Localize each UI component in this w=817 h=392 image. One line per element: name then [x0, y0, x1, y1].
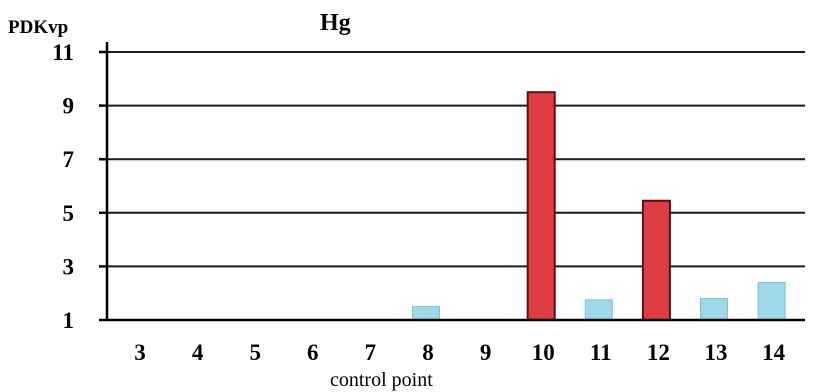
x-tick-label: 8: [422, 340, 434, 365]
y-tick-label: 3: [63, 254, 75, 279]
x-axis-label: control point: [330, 369, 433, 391]
y-tick-label: 1: [63, 308, 75, 333]
bar-8: [412, 306, 440, 321]
y-axis-label: PDKvp: [8, 17, 68, 38]
bars: [412, 91, 786, 322]
x-tick-label: 12: [647, 340, 670, 365]
y-tick-label: 7: [63, 147, 75, 172]
x-tick-label: 13: [705, 340, 728, 365]
bar-14: [757, 281, 786, 321]
x-tick-label: 7: [365, 340, 377, 365]
x-tick-label: 11: [590, 340, 612, 365]
x-tick-label: 6: [307, 340, 319, 365]
y-tick-label: 9: [63, 94, 75, 119]
x-tick-label: 14: [762, 340, 786, 365]
x-tick-label: 4: [192, 340, 204, 365]
bar-13: [700, 298, 728, 321]
y-tick-label: 11: [52, 40, 74, 65]
x-tick-label: 9: [480, 340, 492, 365]
bar-12: [641, 199, 671, 322]
gridlines: [107, 51, 805, 268]
y-tick-label: 5: [63, 201, 75, 226]
x-tick-label: 10: [532, 340, 555, 365]
bar-10: [526, 91, 556, 321]
x-tick-label: 5: [249, 340, 261, 365]
chart-title: Hg: [320, 10, 351, 36]
x-tick-label: 3: [134, 340, 146, 365]
bar-11: [584, 299, 613, 321]
